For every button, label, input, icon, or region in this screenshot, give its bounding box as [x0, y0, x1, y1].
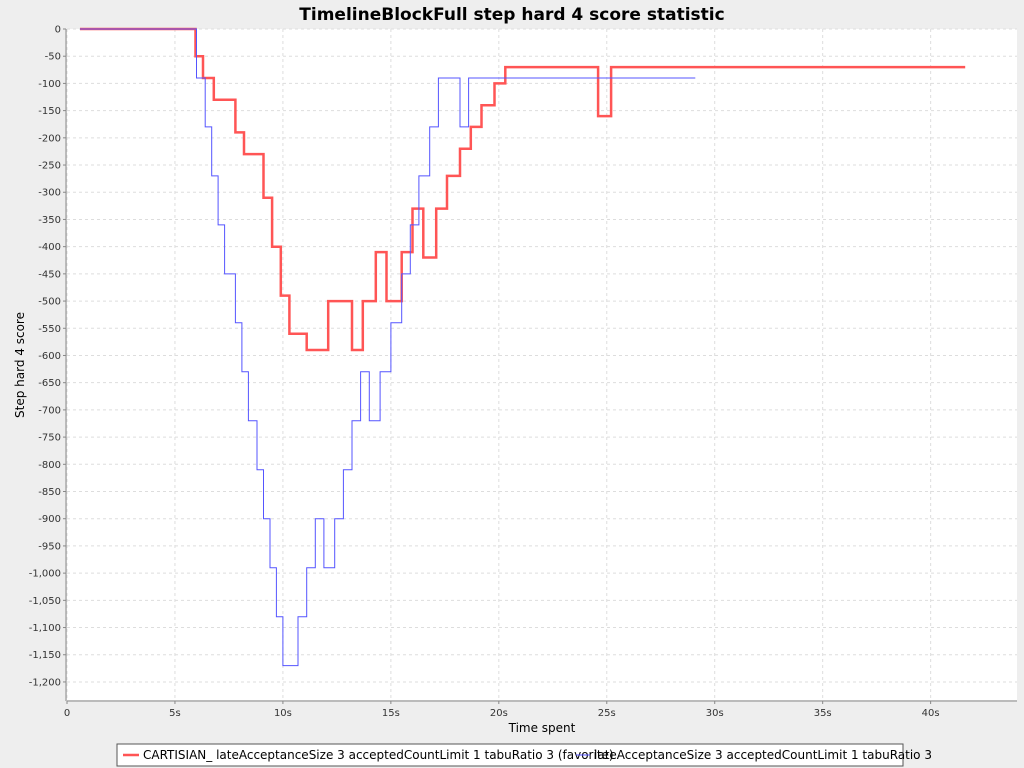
x-tick-label: 20s: [490, 708, 508, 719]
legend-label-favorite: CARTISIAN_ lateAcceptanceSize 3 accepted…: [143, 748, 614, 762]
y-tick-label: -1,000: [29, 569, 61, 580]
y-tick-labels: 0 -50 -100 -150 -200 -250 -300 -350 -400 -450 -500…: [29, 25, 66, 688]
y-tick-label: -350: [38, 215, 61, 226]
y-tick-label: -400: [38, 242, 61, 253]
y-tick-label: -1,200: [29, 677, 61, 688]
y-tick-label: -900: [38, 514, 61, 525]
y-tick-label: -600: [38, 351, 61, 362]
y-tick-label: -500: [38, 297, 61, 308]
y-tick-label: -250: [38, 161, 61, 172]
x-tick-label: 10s: [274, 708, 292, 719]
y-tick-label: -450: [38, 269, 61, 280]
y-tick-label: -650: [38, 378, 61, 389]
y-tick-label: -50: [45, 52, 61, 63]
y-tick-label: -800: [38, 460, 61, 471]
x-tick-label: 40s: [922, 708, 940, 719]
y-tick-label: -300: [38, 188, 61, 199]
y-tick-label: -1,100: [29, 623, 61, 634]
y-tick-label: -150: [38, 106, 61, 117]
y-tick-label: -200: [38, 133, 61, 144]
y-tick-label: -850: [38, 487, 61, 498]
x-tick-label: 15s: [382, 708, 400, 719]
y-axis-label: Step hard 4 score: [13, 312, 27, 418]
y-tick-label: -550: [38, 324, 61, 335]
chart-title: TimelineBlockFull step hard 4 score stat…: [299, 5, 724, 25]
series-layer: [80, 27, 966, 667]
x-tick-labels: 0 5s 10s 15s 20s 25s 30s 35s 40s: [64, 701, 940, 719]
legend-box: [116, 743, 904, 767]
y-tick-label: -750: [38, 433, 61, 444]
x-tick-label: 35s: [814, 708, 832, 719]
y-tick-label: -950: [38, 541, 61, 552]
y-tick-label: -1,150: [29, 650, 61, 661]
x-tick-label: 30s: [706, 708, 724, 719]
y-tick-label: 0: [55, 25, 61, 36]
y-tick-label: -1,050: [29, 596, 61, 607]
x-tick-label: 0: [64, 708, 70, 719]
y-tick-label: -700: [38, 405, 61, 416]
x-tick-label: 25s: [598, 708, 616, 719]
series-line-1: [80, 27, 966, 352]
y-tick-label: -100: [38, 79, 61, 90]
legend-label-series-2: lateAcceptanceSize 3 acceptedCountLimit …: [594, 748, 932, 762]
plot-area: [67, 29, 1017, 700]
x-tick-label: 5s: [169, 708, 181, 719]
series-line-2: [80, 28, 696, 667]
legend: CARTISIAN_ lateAcceptanceSize 3 accepted…: [116, 743, 932, 767]
x-axis-label: Time spent: [508, 721, 576, 735]
